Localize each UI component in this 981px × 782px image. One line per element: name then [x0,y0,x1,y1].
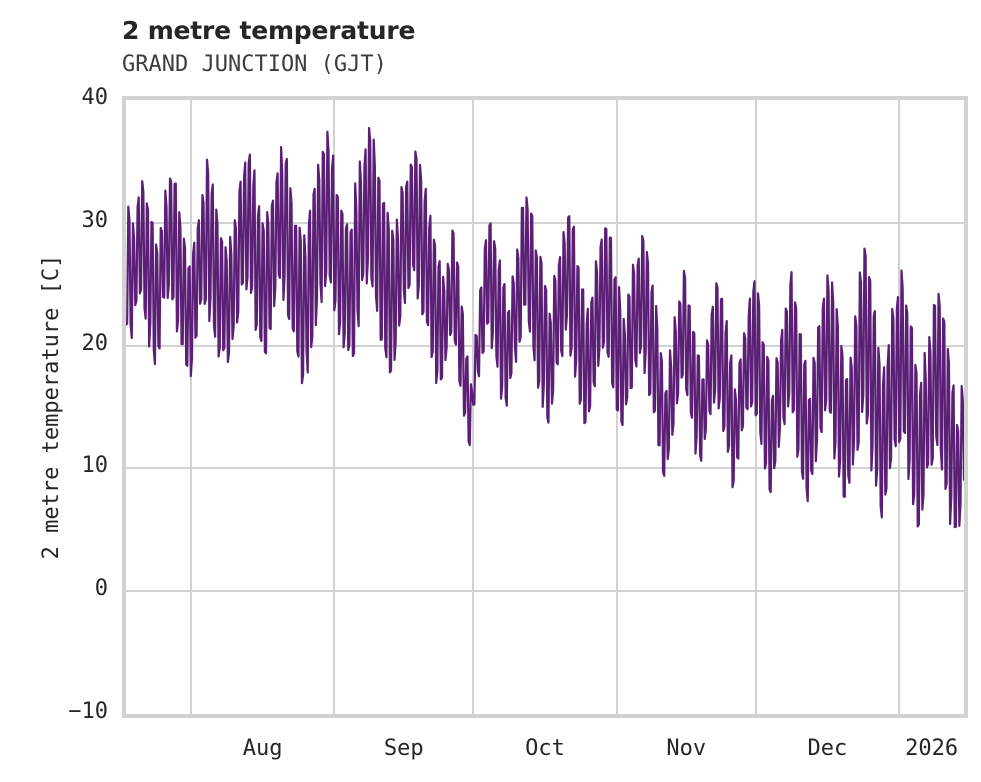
x-tick-Aug: Aug [242,736,283,761]
x-tick-Oct: Oct [525,736,565,761]
plot-frame [122,96,968,718]
y-tick-10: 10 [81,453,109,479]
y-axis-label: 2 metre temperature [C] [38,254,64,560]
x-tick-Dec: Dec [807,736,848,761]
chart-subtitle: GRAND JUNCTION (GJT) [122,52,387,77]
gridline-x-Aug [189,100,192,714]
y-tick-30: 30 [81,207,109,233]
x-tick-Sep: Sep [383,736,424,761]
gridline-y-30 [126,221,964,224]
y-tick-40: 40 [81,85,109,110]
series-path [126,126,964,529]
gridline-x-Sep [333,100,336,714]
temperature-series [126,126,964,529]
y-tick-0: 0 [94,576,108,602]
x-tick-Nov: Nov [666,736,707,761]
y-tick-20: 20 [81,330,109,356]
gridline-y-0 [126,590,964,593]
y-tick--10: −10 [68,699,108,724]
plot-area [126,100,964,714]
gridline-x-Oct [472,100,475,714]
gridline-y-10 [126,467,964,470]
chart-title: 2 metre temperature [122,16,416,45]
x-tick-2026: 2026 [905,736,959,761]
